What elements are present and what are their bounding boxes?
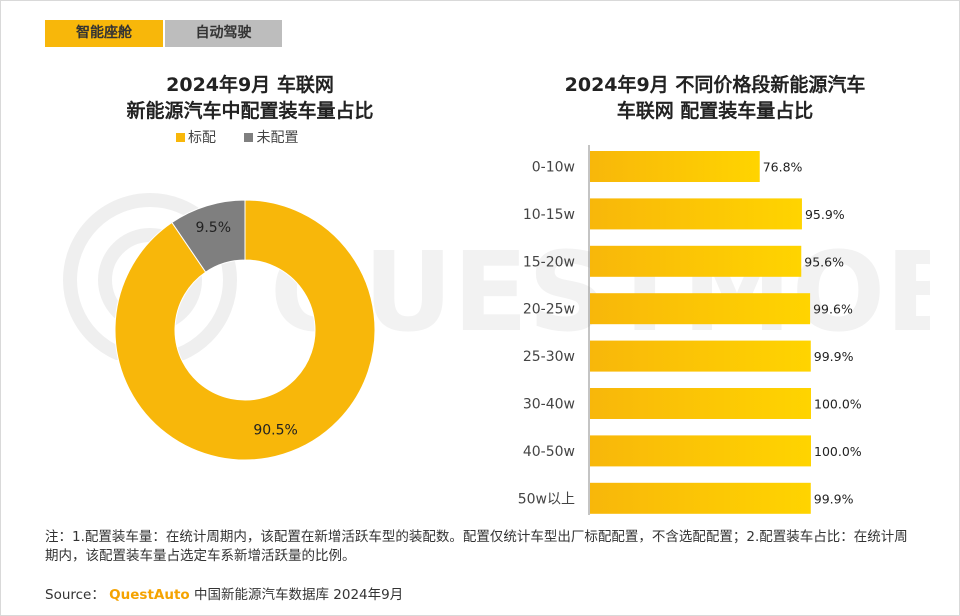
bar-category-label: 20-25w bbox=[523, 302, 575, 318]
bar-value-label: 100.0% bbox=[814, 444, 862, 459]
source-line: Source： QuestAuto 中国新能源汽车数据库 2024年9月 bbox=[45, 583, 403, 603]
bar bbox=[590, 245, 802, 277]
bar bbox=[590, 482, 811, 514]
legend-item-not-configured: 未配置 bbox=[244, 127, 298, 147]
legend-item-standard: 标配 bbox=[176, 127, 216, 147]
bar-value-label: 99.9% bbox=[814, 349, 854, 364]
source-suffix: 中国新能源汽车数据库 2024年9月 bbox=[194, 587, 404, 603]
left-chart-title: 2024年9月 车联网 新能源汽车中配置装车量占比 bbox=[80, 72, 420, 124]
donut-slice-standard bbox=[114, 199, 376, 461]
bar-value-label: 99.9% bbox=[814, 491, 854, 506]
tab-smart-cockpit[interactable]: 智能座舱 bbox=[45, 20, 163, 47]
bar-category-label: 50w以上 bbox=[518, 491, 575, 507]
bar-value-label: 95.6% bbox=[804, 254, 844, 269]
bar-category-label: 15-20w bbox=[523, 254, 575, 270]
right-chart-title: 2024年9月 不同价格段新能源汽车 车联网 配置装车量占比 bbox=[530, 72, 900, 124]
bar-category-label: 25-30w bbox=[523, 349, 575, 365]
donut-chart: 90.5% 9.5% bbox=[114, 199, 376, 461]
bar bbox=[590, 293, 811, 325]
bar-value-label: 99.6% bbox=[813, 302, 853, 317]
bar bbox=[590, 151, 760, 182]
bar bbox=[590, 340, 811, 372]
bar-chart: 0-10w 76.8% 10-15w 95.9% 15-20w 95.6% 20-25w 99… bbox=[518, 145, 862, 515]
bar-category-label: 10-15w bbox=[523, 207, 575, 223]
donut-label-not-configured: 9.5% bbox=[195, 220, 231, 236]
donut-legend: 标配 未配置 bbox=[176, 127, 322, 147]
right-chart-title-line1: 2024年9月 不同价格段新能源汽车 bbox=[564, 74, 866, 96]
bar bbox=[590, 388, 811, 419]
legend-label-standard: 标配 bbox=[188, 130, 216, 146]
tab-autonomous-driving[interactable]: 自动驾驶 bbox=[165, 20, 282, 47]
source-brand: QuestAuto bbox=[109, 587, 190, 603]
bar bbox=[590, 198, 802, 230]
legend-label-not-configured: 未配置 bbox=[256, 130, 299, 146]
donut-slice-not-configured bbox=[171, 199, 246, 273]
donut-label-standard: 90.5% bbox=[253, 422, 297, 438]
bar-value-label: 76.8% bbox=[763, 160, 803, 175]
bar-category-label: 0-10w bbox=[532, 160, 575, 176]
footnote: 注：1.配置装车量：在统计周期内，该配置在新增活跃车型的装配数。配置仅统计车型出… bbox=[45, 529, 908, 564]
legend-swatch-not-configured bbox=[244, 133, 254, 142]
right-chart-title-line2: 车联网 配置装车量占比 bbox=[616, 100, 814, 122]
bar-value-label: 95.9% bbox=[805, 207, 845, 222]
bar bbox=[590, 435, 811, 467]
left-chart-title-line2: 新能源汽车中配置装车量占比 bbox=[126, 100, 374, 122]
legend-swatch-standard bbox=[176, 133, 185, 142]
bar-category-label: 30-40w bbox=[523, 397, 575, 413]
bar-value-label: 100.0% bbox=[814, 397, 862, 412]
left-chart-title-line1: 2024年9月 车联网 bbox=[166, 74, 334, 96]
source-prefix: Source： bbox=[45, 587, 105, 603]
bar-category-label: 40-50w bbox=[523, 444, 575, 460]
